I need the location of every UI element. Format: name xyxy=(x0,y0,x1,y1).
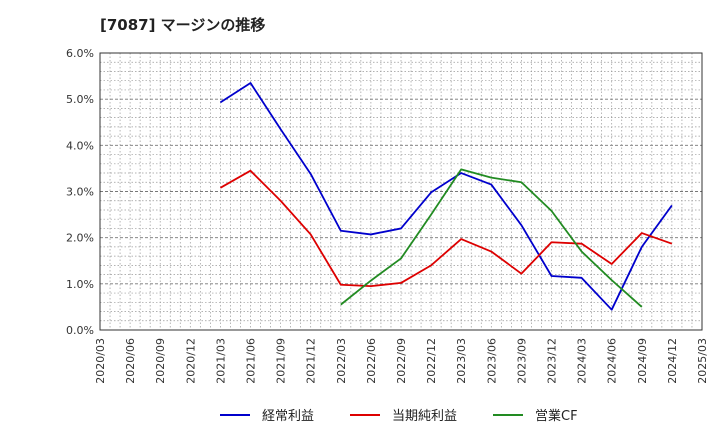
series-line-1 xyxy=(219,82,673,311)
x-tick-label: 2022/06 xyxy=(365,338,378,384)
x-tick-label: 2020/06 xyxy=(124,338,137,384)
x-tick-label: 2024/03 xyxy=(576,338,589,384)
x-axis: 2020/03 2020/06 2020/09 2020/12 2021/03 2021/… xyxy=(94,338,709,384)
series-lines xyxy=(219,82,673,311)
y-tick-label: 3.0% xyxy=(66,186,94,199)
x-tick-label: 2020/09 xyxy=(154,338,167,384)
y-tick-label: 6.0% xyxy=(66,47,94,60)
y-tick-label: 4.0% xyxy=(66,139,94,152)
x-tick-label: 2023/09 xyxy=(515,338,528,384)
x-tick-label: 2021/09 xyxy=(275,338,288,384)
x-tick-label: 2022/03 xyxy=(335,338,348,384)
legend-label-1: 経常利益 xyxy=(262,409,314,424)
x-tick-label: 2021/12 xyxy=(305,338,318,384)
y-tick-label: 1.0% xyxy=(66,278,94,291)
series-line-2 xyxy=(219,169,673,288)
legend-label-2: 当期純利益 xyxy=(392,409,457,424)
x-tick-label: 2020/12 xyxy=(184,338,197,384)
x-tick-label: 2021/03 xyxy=(214,338,227,384)
x-tick-label: 2023/06 xyxy=(485,338,498,384)
plot-frame xyxy=(99,52,703,331)
legend-label-3: 営業CF xyxy=(535,408,578,424)
x-tick-label: 2023/03 xyxy=(455,338,468,384)
y-tick-label: 0.0% xyxy=(66,324,94,337)
y-tick-label: 5.0% xyxy=(66,93,94,106)
x-tick-label: 2022/12 xyxy=(425,338,438,384)
x-tick-label: 2024/12 xyxy=(666,338,679,384)
x-tick-label: 2025/03 xyxy=(696,338,709,384)
grid-lines xyxy=(100,53,702,330)
x-tick-label: 2021/06 xyxy=(245,338,258,384)
y-axis: 0.0% 1.0% 2.0% 3.0% 4.0% 5.0% 6.0% xyxy=(66,47,94,337)
y-tick-label: 2.0% xyxy=(66,232,94,245)
x-tick-label: 2023/12 xyxy=(546,338,559,384)
x-tick-label: 2024/06 xyxy=(606,338,619,384)
chart-title: [7087] マージンの推移 xyxy=(100,16,265,34)
x-tick-label: 2020/03 xyxy=(94,338,107,384)
series-line-3 xyxy=(340,168,643,308)
legend: 経常利益 当期純利益 営業CF xyxy=(220,408,578,424)
x-tick-label: 2024/09 xyxy=(636,338,649,384)
x-tick-label: 2022/09 xyxy=(395,338,408,384)
